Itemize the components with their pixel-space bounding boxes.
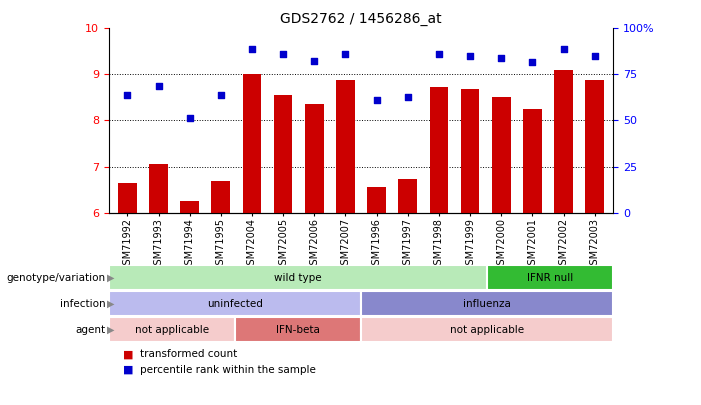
Text: ▶: ▶ [107,273,115,283]
Bar [398,179,417,213]
Bar [180,201,199,213]
Bar [109,317,235,342]
Text: uninfected: uninfected [207,299,263,309]
Text: not applicable: not applicable [450,325,524,335]
Text: percentile rank within the sample: percentile rank within the sample [140,365,316,375]
Text: IFNR null: IFNR null [527,273,573,283]
Point [496,55,507,62]
Point [402,93,414,100]
Bar [492,96,510,213]
Bar [523,109,542,213]
Point [340,51,351,57]
Text: ■: ■ [123,350,133,359]
Bar [118,183,137,213]
Bar [274,95,292,213]
Point [371,96,382,103]
Text: wild type: wild type [274,273,322,283]
Text: genotype/variation: genotype/variation [6,273,105,283]
Bar [461,89,479,213]
Bar [487,265,613,290]
Text: IFN-beta: IFN-beta [276,325,320,335]
Text: agent: agent [75,325,105,335]
Bar [430,87,448,213]
Point [122,92,133,98]
Bar [554,70,573,213]
Point [153,83,164,89]
Text: infection: infection [60,299,105,309]
Bar [361,291,613,316]
Point [589,53,600,59]
Bar [305,104,324,213]
Text: ▶: ▶ [107,299,115,309]
Text: influenza: influenza [463,299,511,309]
Text: not applicable: not applicable [135,325,209,335]
Point [184,115,196,122]
Point [465,53,476,59]
Title: GDS2762 / 1456286_at: GDS2762 / 1456286_at [280,12,442,26]
Bar [585,80,604,213]
Text: ■: ■ [123,365,133,375]
Bar [109,291,361,316]
Point [433,51,444,57]
Bar [235,317,361,342]
Bar [243,75,261,213]
Bar [367,187,386,213]
Point [246,46,257,52]
Bar [149,164,168,213]
Text: transformed count: transformed count [140,350,238,359]
Text: ▶: ▶ [107,325,115,335]
Point [308,58,320,64]
Bar [212,181,230,213]
Bar [361,317,613,342]
Bar [109,265,487,290]
Point [278,51,289,57]
Point [215,92,226,98]
Point [558,46,569,52]
Bar [336,80,355,213]
Point [526,58,538,65]
